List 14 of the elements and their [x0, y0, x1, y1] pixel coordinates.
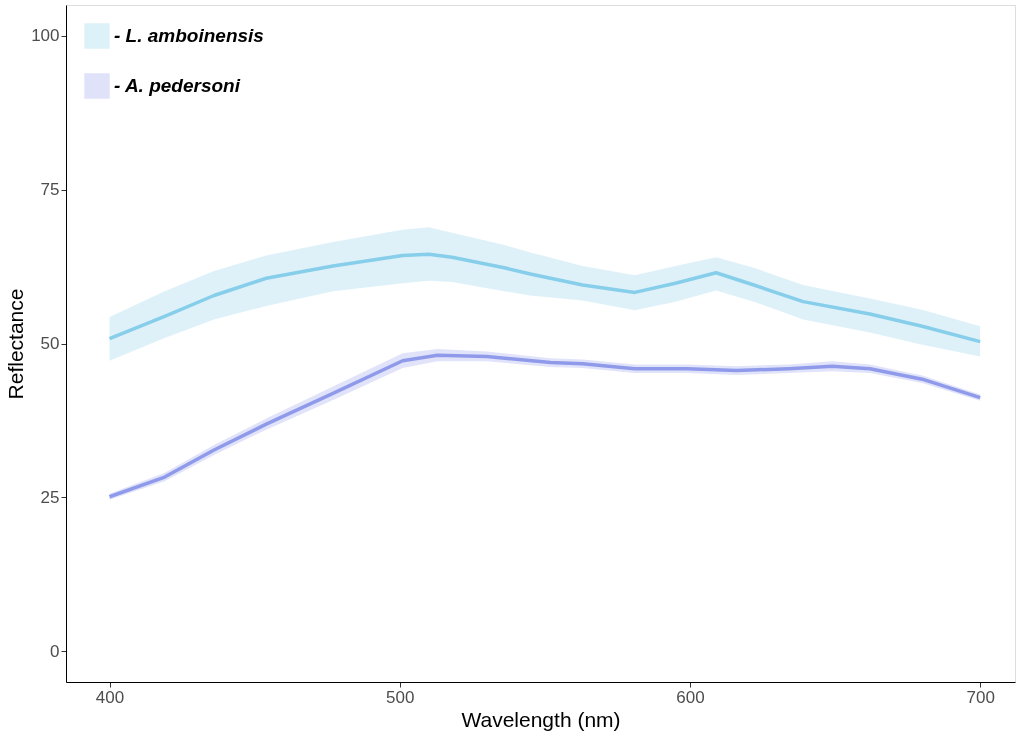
y-axis-title: Reflectance	[4, 288, 28, 400]
y-tick-label: 100	[31, 26, 60, 46]
y-tick-label: 0	[50, 641, 60, 661]
legend-label: - A. pedersoni	[114, 75, 241, 96]
y-tick-label: 75	[40, 180, 60, 200]
line-series	[107, 252, 982, 344]
x-tick-label: 400	[95, 687, 125, 707]
legend-label: - L. amboinensis	[114, 25, 264, 46]
x-tick-label: 600	[676, 687, 705, 707]
y-tick-label: 25	[40, 487, 60, 507]
x-axis-title: Wavelength (nm)	[461, 707, 621, 731]
y-tick-label: 50	[40, 334, 60, 353]
x-tick-label: 500	[386, 687, 415, 707]
x-tick-label: 700	[966, 687, 995, 707]
